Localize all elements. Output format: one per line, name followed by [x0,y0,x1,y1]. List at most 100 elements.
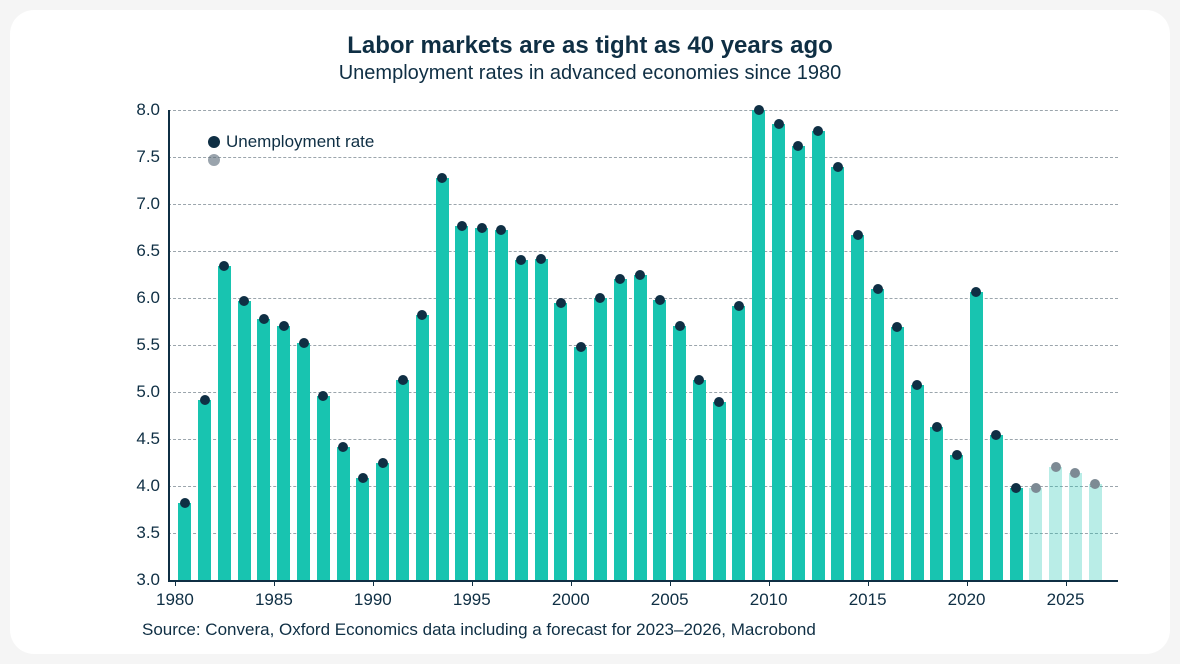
bar-dot [595,293,605,303]
bar [178,503,191,580]
bar-dot [774,119,784,129]
bar-dot [813,126,823,136]
bar [831,167,844,580]
bar [1069,473,1082,580]
bar [356,478,369,580]
ytick-label: 8.0 [136,100,168,120]
ytick-label: 7.0 [136,194,168,214]
bar-dot [615,274,625,284]
bar [1010,488,1023,580]
bar [950,455,963,580]
bar-dot [180,498,190,508]
ytick-label: 6.0 [136,288,168,308]
xtick-mark [769,580,770,586]
bar-dot [833,162,843,172]
bar [891,327,904,580]
bar [693,380,706,580]
xtick-mark [175,580,176,586]
bar [990,435,1003,580]
bar-dot [991,430,1001,440]
xtick-mark [571,580,572,586]
bar-dot [378,458,388,468]
bar [198,400,211,580]
gridline [168,204,1118,205]
xtick-mark [670,580,671,586]
bar [634,275,647,580]
bar-dot [694,375,704,385]
legend-row-forecast [208,154,374,166]
bar [970,292,983,580]
bar [515,260,528,580]
bar [752,110,765,580]
bar-dot [219,261,229,271]
chart-title: Labor markets are as tight as 40 years a… [10,32,1170,60]
bar [1049,467,1062,580]
xtick-mark [373,580,374,586]
ytick-label: 4.5 [136,429,168,449]
bar-dot [299,338,309,348]
bar [554,303,567,580]
legend-dot-historical-icon [208,136,220,148]
legend: Unemployment rate [208,132,374,166]
bar-dot [892,322,902,332]
bar-dot [457,221,467,231]
bar [535,259,548,580]
bar-dot [358,473,368,483]
ytick-label: 5.5 [136,335,168,355]
bar-dot [259,314,269,324]
bar [792,146,805,580]
bar [812,131,825,580]
bar [475,228,488,581]
bar-dot [734,301,744,311]
xtick-mark [472,580,473,586]
bar-dot [1090,479,1100,489]
chart-source: Source: Convera, Oxford Economics data i… [142,620,816,640]
bar [614,279,627,580]
bar [436,178,449,580]
bar-dot [1051,462,1061,472]
bar-dot [1070,468,1080,478]
gridline [168,110,1118,111]
bar [653,300,666,580]
legend-dot-forecast-icon [208,154,220,166]
bar [376,463,389,581]
bar [495,230,508,580]
bar-dot [200,395,210,405]
bar [574,347,587,580]
bar [396,380,409,580]
bar-dot [675,321,685,331]
bar-dot [932,422,942,432]
bar [930,427,943,580]
ytick-label: 7.5 [136,147,168,167]
legend-label: Unemployment rate [226,132,374,152]
bar [851,235,864,580]
bar-dot [556,298,566,308]
bar [673,326,686,580]
ytick-label: 4.0 [136,476,168,496]
gridline [168,251,1118,252]
plot-area: Unemployment rate 3.03.54.04.55.05.56.06… [168,110,1118,580]
bar-dot [477,223,487,233]
bar-dot [318,391,328,401]
bar [317,396,330,580]
legend-row-historical: Unemployment rate [208,132,374,152]
chart-card: Labor markets are as tight as 40 years a… [10,10,1170,654]
bar-dot [536,254,546,264]
bar-dot [338,442,348,452]
bar [1089,484,1102,580]
chart-subtitle: Unemployment rates in advanced economies… [10,62,1170,85]
ytick-label: 3.5 [136,523,168,543]
bar [297,343,310,580]
bar [416,315,429,580]
bar [772,124,785,580]
bar-dot [912,380,922,390]
bar [594,298,607,580]
bar-dot [714,397,724,407]
bar-dot [971,287,981,297]
bar-dot [754,105,764,115]
y-axis-line [168,110,170,580]
xtick-mark [868,580,869,586]
xtick-mark [1066,580,1067,586]
bar [337,447,350,580]
bar-dot [873,284,883,294]
